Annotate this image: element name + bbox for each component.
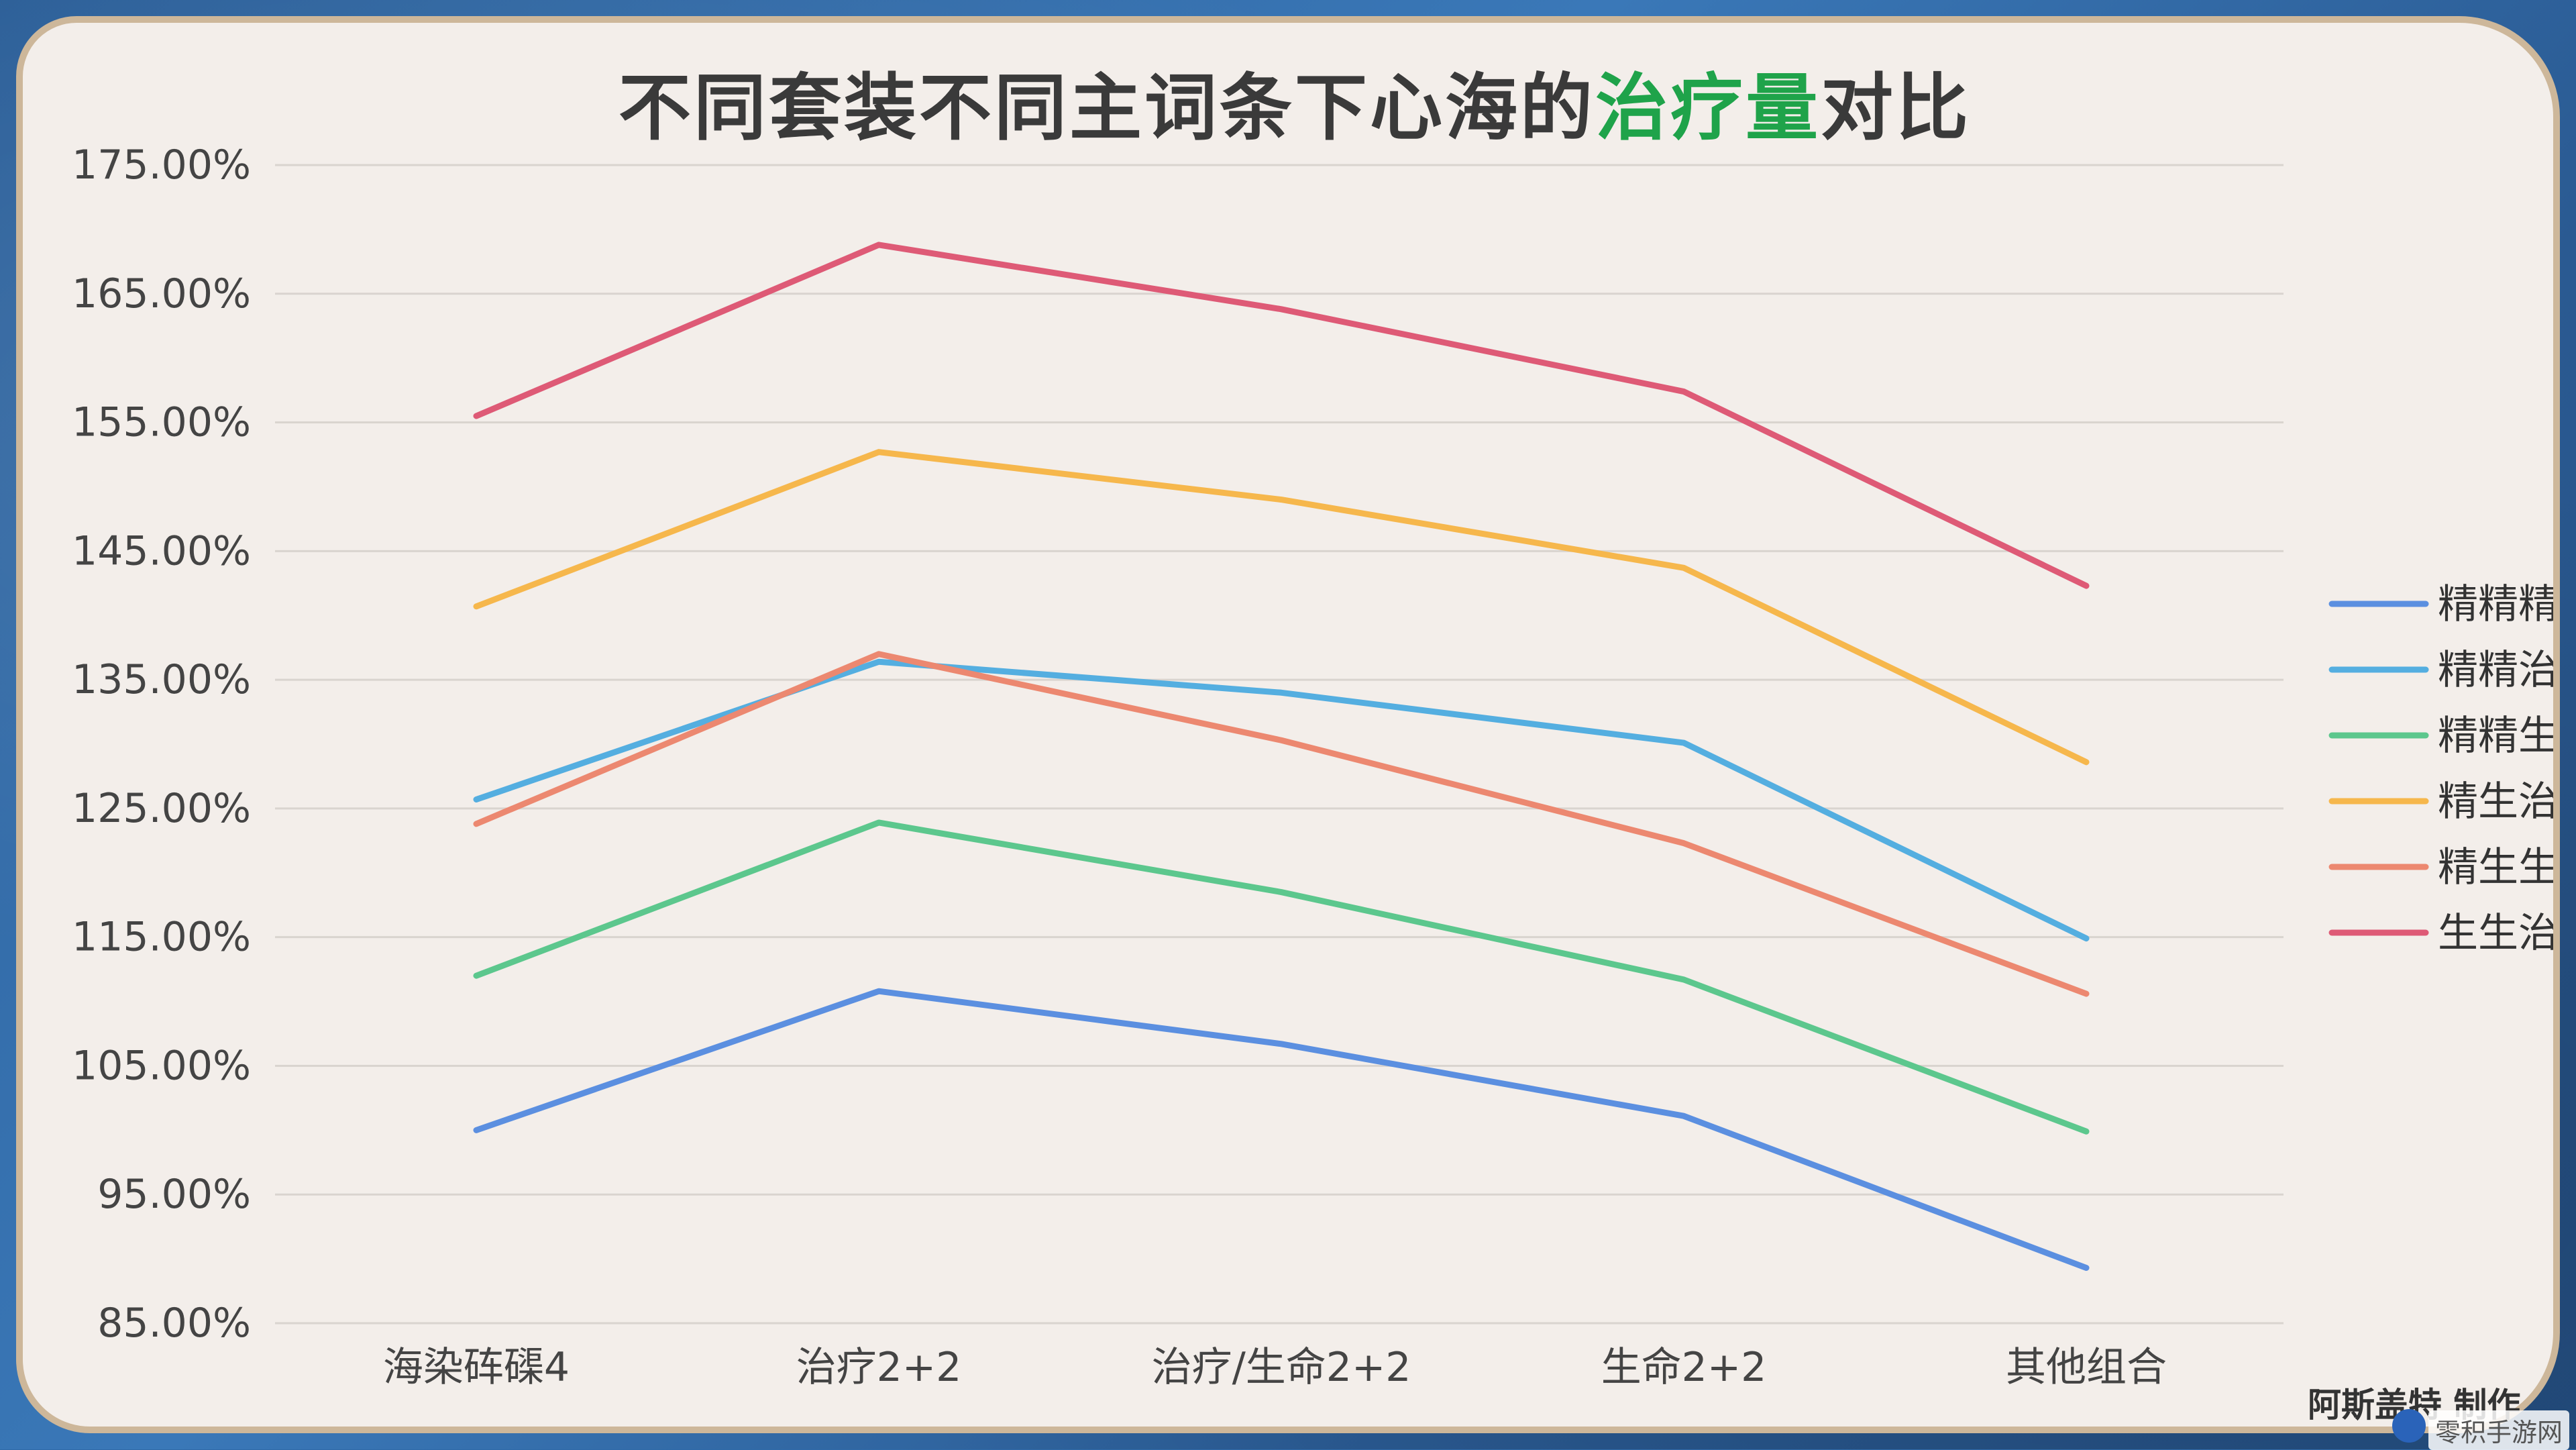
x-axis-ticks: 海染砗磲4 治疗2+2 治疗/生命2+2 生命2+2 其他组合 [383, 1344, 2167, 1391]
y-axis-ticks: 85.00% 95.00% 105.00% 115.00% 125.00% 135.00%… [72, 142, 251, 1347]
legend-label: 精精治 [2438, 647, 2559, 694]
legend-label: 精精生 [2438, 713, 2559, 760]
series-line-精精精 [473, 988, 2090, 1272]
y-tick-label: 105.00% [72, 1042, 251, 1089]
x-tick-label: 海染砗磲4 [383, 1344, 570, 1391]
x-tick-label: 治疗2+2 [796, 1344, 962, 1391]
y-tick-label: 135.00% [72, 656, 251, 703]
title-suffix: 对比 [1821, 66, 1972, 150]
series-line-生生治 [473, 242, 2090, 589]
watermark-logo-icon [2392, 1409, 2426, 1443]
series-lines [473, 242, 2090, 1272]
y-tick-label: 125.00% [72, 785, 251, 832]
legend-label: 生生治 [2438, 910, 2559, 957]
legend-label: 精生生 [2438, 844, 2559, 891]
y-tick-label: 155.00% [72, 399, 251, 446]
x-tick-label: 治疗/生命2+2 [1152, 1344, 1411, 1391]
chart-title: 不同套装不同主词条下心海的治疗量对比 [23, 50, 2553, 154]
y-tick-label: 145.00% [72, 527, 251, 574]
x-tick-label: 其他组合 [2006, 1344, 2167, 1391]
series-line-精生治 [473, 449, 2090, 766]
watermark-text: 零积手游网 [2428, 1410, 2570, 1450]
gridlines [275, 164, 2284, 1325]
title-highlight: 治疗量 [1595, 66, 1821, 150]
y-tick-label: 85.00% [97, 1300, 251, 1347]
y-tick-label: 115.00% [72, 914, 251, 961]
y-tick-label: 175.00% [72, 142, 251, 189]
line-chart: 85.00% 95.00% 105.00% 115.00% 125.00% 135.00%… [72, 142, 2559, 1391]
y-tick-label: 165.00% [72, 270, 251, 317]
legend-label: 精精精 [2438, 581, 2559, 628]
y-tick-label: 95.00% [97, 1171, 251, 1218]
series-line-精精治 [473, 658, 2090, 942]
series-line-精生生 [473, 651, 2090, 997]
x-tick-label: 生命2+2 [1601, 1344, 1767, 1391]
legend-label: 精生治 [2438, 778, 2559, 825]
series-line-精精生 [473, 819, 2090, 1135]
title-prefix: 不同套装不同主词条下心海的 [618, 66, 1595, 150]
chart-card: 不同套装不同主词条下心海的治疗量对比 85.00% 95.00% 105.00% 11… [16, 16, 2560, 1433]
